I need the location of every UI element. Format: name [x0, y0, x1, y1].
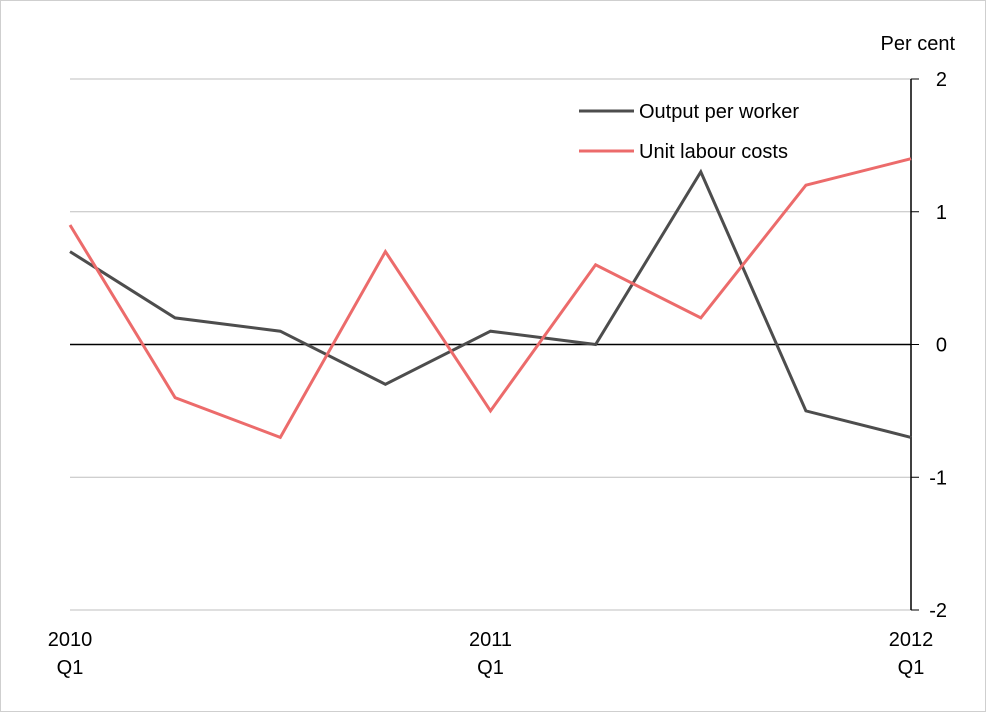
legend-label: Output per worker	[639, 101, 799, 123]
x-tick-year-label: 2010	[48, 629, 93, 651]
x-tick-year-label: 2012	[889, 629, 934, 651]
y-axis-unit-label: Per cent	[881, 33, 956, 55]
x-tick-quarter-label: Q1	[898, 657, 925, 679]
axes: 2 1 0 -1 -2 2010 Q1 2011 Q1 2012 Q1	[48, 69, 947, 679]
y-tick-label: 1	[936, 202, 947, 224]
x-tick-quarter-label: Q1	[477, 657, 504, 679]
y-tick-label: -2	[929, 600, 947, 622]
series-line-output-per-worker	[69, 168, 912, 439]
legend: Output per worker Unit labour costs	[579, 101, 799, 163]
series-line-unit-labour-costs	[68, 157, 912, 440]
y-tick-label: -1	[929, 467, 947, 489]
y-tick-label: 0	[936, 335, 947, 357]
gridlines	[70, 78, 911, 611]
series-lines	[68, 157, 912, 440]
legend-label: Unit labour costs	[639, 141, 788, 163]
x-tick-year-label: 2011	[469, 629, 512, 651]
y-tick-label: 2	[936, 69, 947, 91]
x-tick-quarter-label: Q1	[57, 657, 84, 679]
